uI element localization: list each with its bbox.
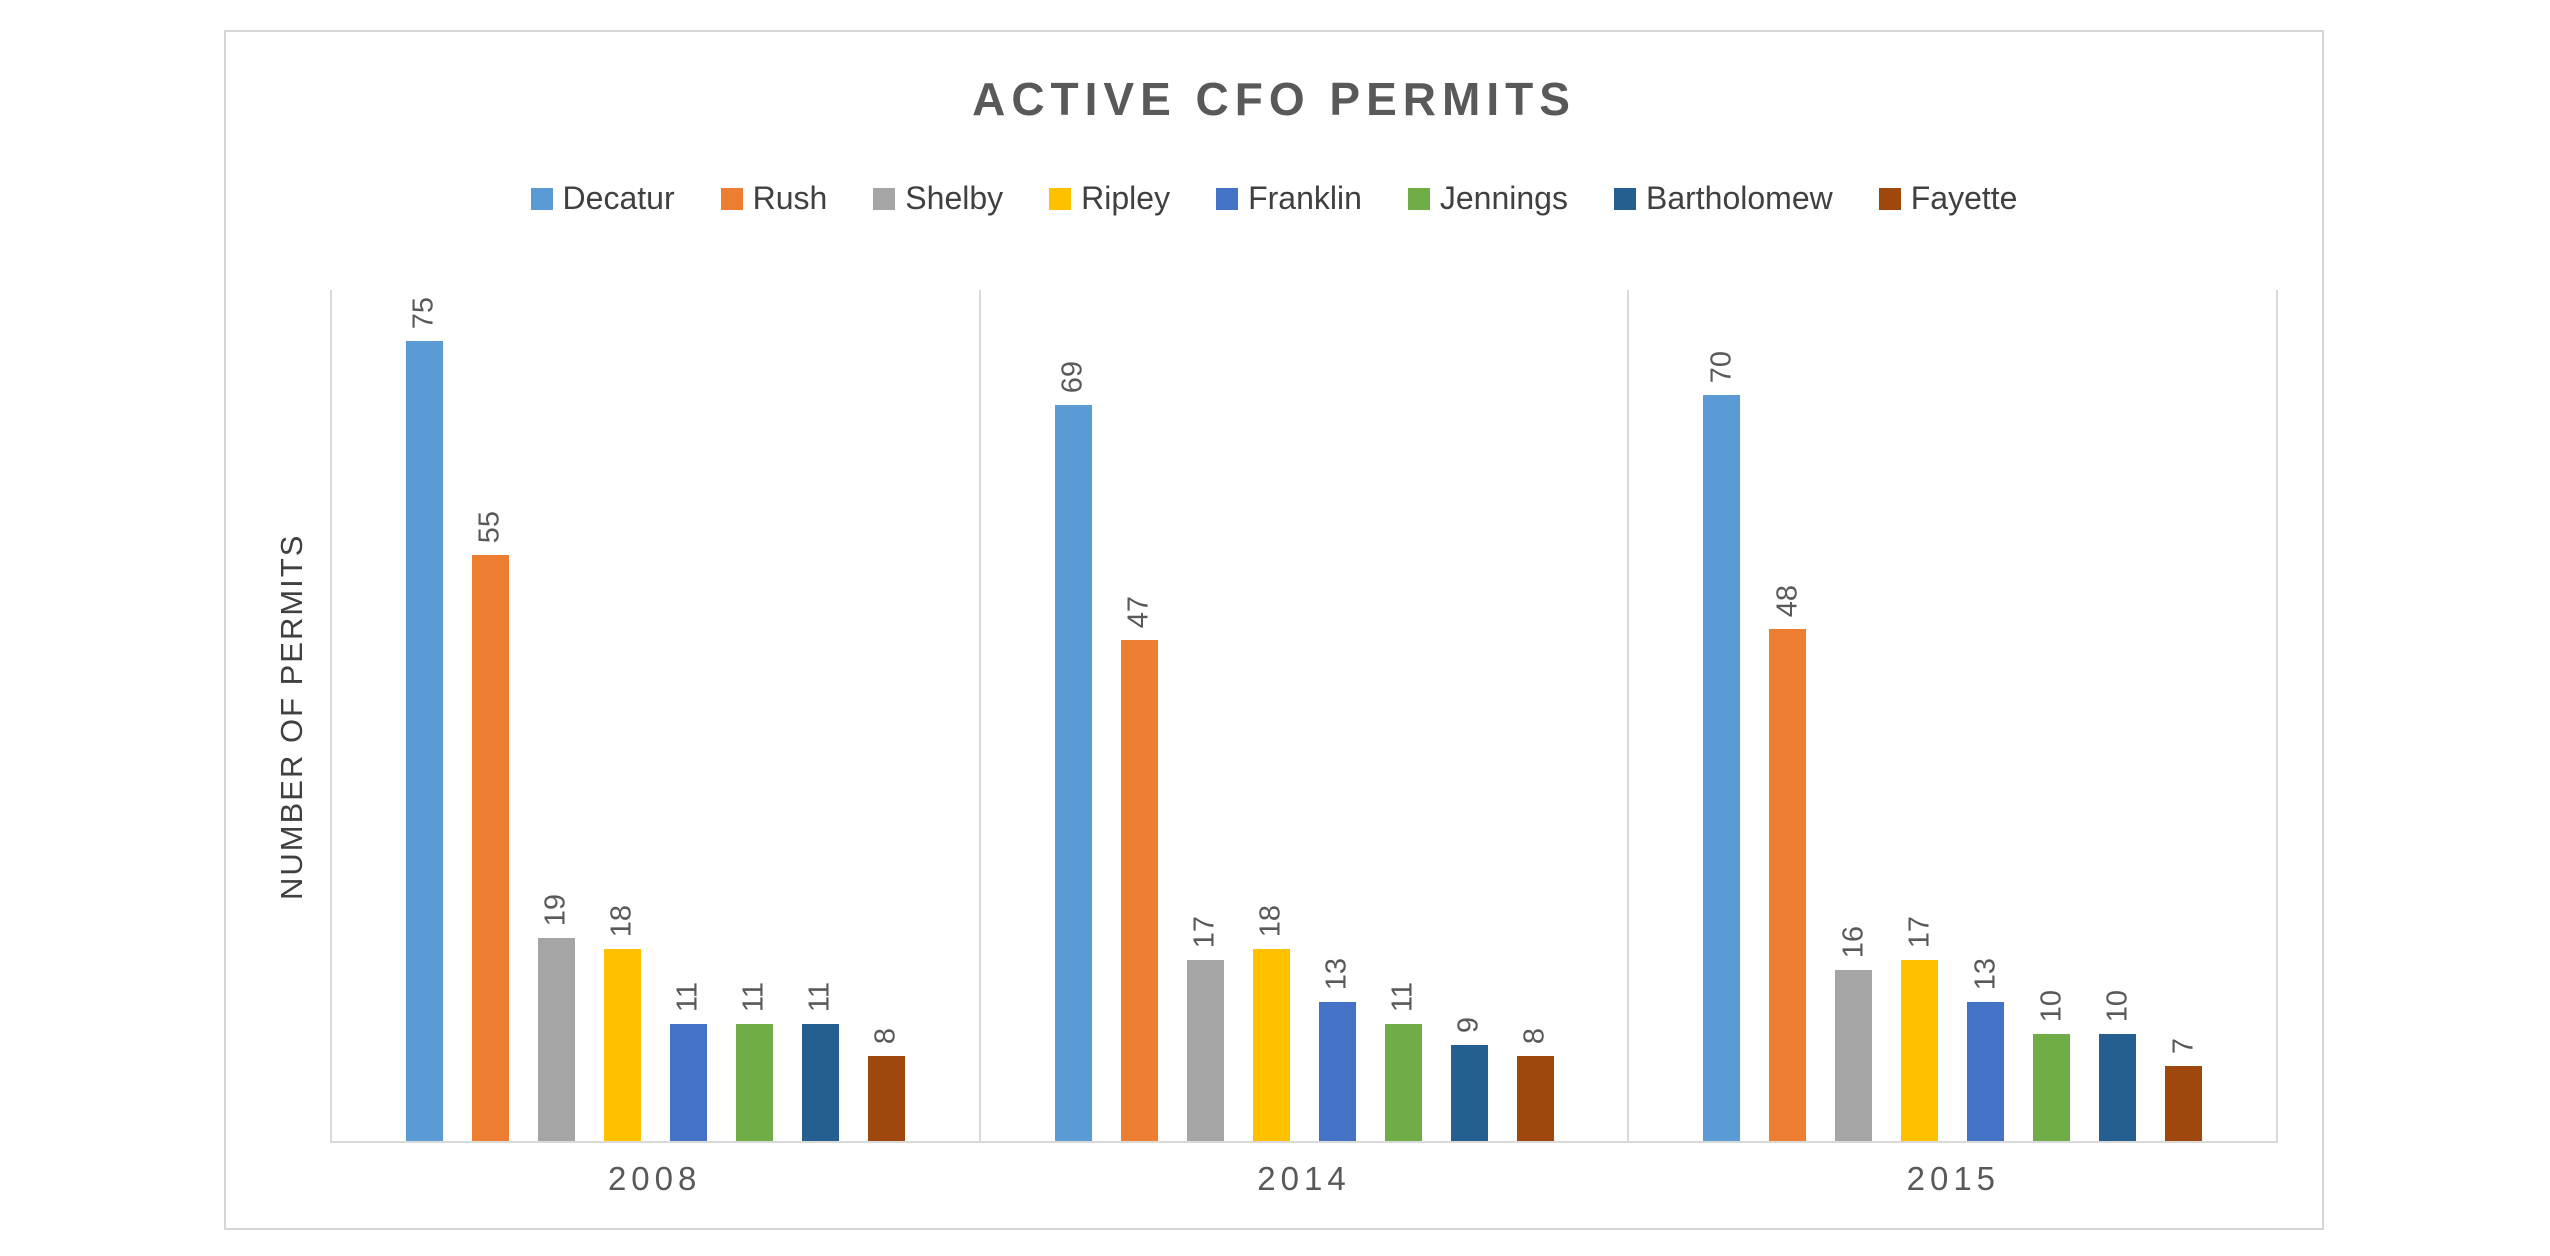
legend-swatch-icon <box>1407 187 1430 210</box>
legend-item-shelby: Shelby <box>873 180 1003 217</box>
legend-label: Decatur <box>562 180 675 216</box>
legend-item-decatur: Decatur <box>530 180 675 217</box>
y-axis-title: NUMBER OF PERMITS <box>274 533 309 900</box>
bar-jennings-2008: 11 <box>735 982 773 1141</box>
bar-ripley-2015: 17 <box>1901 916 1939 1141</box>
bar-group: 75 55 19 18 11 11 11 8 <box>332 290 979 1141</box>
bar-decatur-2008: 75 <box>405 297 443 1141</box>
bar-decatur-2014: 69 <box>1054 361 1092 1141</box>
bar-value-label: 11 <box>803 981 836 1012</box>
legend-item-franklin: Franklin <box>1216 180 1362 217</box>
bar-value-label: 17 <box>1903 915 1936 948</box>
bar-value-label: 7 <box>2167 1037 2200 1054</box>
bar-value-label: 18 <box>605 904 638 937</box>
legend-item-ripley: Ripley <box>1049 180 1170 217</box>
bar-bartholomew-2015: 10 <box>2099 990 2137 1141</box>
legend-swatch-icon <box>720 187 743 210</box>
bar-value-label: 47 <box>1122 595 1155 628</box>
bar-group: 70 48 16 17 13 10 10 7 <box>1629 290 2276 1141</box>
bar-value-label: 69 <box>1056 360 1089 393</box>
bar-shelby-2008: 19 <box>537 894 575 1141</box>
bar-bartholomew-2014: 9 <box>1450 1017 1488 1141</box>
bar-group: 69 47 17 18 13 11 9 8 <box>981 290 1628 1141</box>
category-panel-2014: 69 47 17 18 13 11 9 8 <box>981 290 1630 1141</box>
bar-value-label: 13 <box>1320 957 1353 990</box>
bar-value-label: 17 <box>1188 915 1221 948</box>
bar-value-label: 10 <box>2101 989 2134 1022</box>
bar-rush-2014: 47 <box>1120 596 1158 1141</box>
bar-bartholomew-2008: 11 <box>801 982 839 1141</box>
legend-label: Rush <box>752 180 828 216</box>
bar-franklin-2014: 13 <box>1318 958 1356 1141</box>
legend-label: Shelby <box>905 180 1004 216</box>
bar-value-label: 11 <box>671 981 704 1012</box>
legend-swatch-icon <box>1878 187 1901 210</box>
category-panel-2015: 70 48 16 17 13 10 10 7 <box>1629 290 2279 1141</box>
legend-label: Fayette <box>1910 180 2018 216</box>
bar-ripley-2008: 18 <box>603 905 641 1141</box>
bar-shelby-2014: 17 <box>1186 916 1224 1141</box>
x-axis-label-2008: 2008 <box>607 1160 702 1197</box>
legend-item-jennings: Jennings <box>1407 180 1568 217</box>
bar-value-label: 18 <box>1254 904 1287 937</box>
legend-label: Ripley <box>1081 180 1171 216</box>
legend-swatch-icon <box>1049 187 1072 210</box>
bar-franklin-2008: 11 <box>669 982 707 1141</box>
plot-area: 75 55 19 18 11 11 11 8 69 47 17 18 13 11 9 8 70 48 16 17 13 1… <box>330 290 2279 1143</box>
bar-rush-2015: 48 <box>1769 585 1807 1141</box>
bar-ripley-2014: 18 <box>1252 905 1290 1141</box>
x-axis-label-2015: 2015 <box>1906 1160 2001 1197</box>
legend-label: Bartholomew <box>1645 180 1833 216</box>
category-panel-2008: 75 55 19 18 11 11 11 8 <box>332 290 981 1141</box>
legend-swatch-icon <box>530 187 553 210</box>
legend-label: Franklin <box>1248 180 1362 216</box>
bar-value-label: 10 <box>2035 989 2068 1022</box>
bar-fayette-2008: 8 <box>867 1028 905 1141</box>
legend-item-fayette: Fayette <box>1878 180 2018 217</box>
bar-rush-2008: 55 <box>471 511 509 1141</box>
bar-jennings-2015: 10 <box>2033 990 2071 1141</box>
bar-value-label: 16 <box>1837 925 1870 958</box>
bar-value-label: 48 <box>1771 584 1804 617</box>
legend-label: Jennings <box>1439 180 1568 216</box>
x-axis-label-2014: 2014 <box>1257 1160 1351 1197</box>
legend-item-rush: Rush <box>720 180 828 217</box>
legend: Decatur Rush Shelby Ripley Franklin Jennings B… <box>226 180 2322 217</box>
bar-value-label: 55 <box>473 510 506 543</box>
bar-value-label: 75 <box>407 296 440 329</box>
bar-value-label: 11 <box>1386 981 1419 1012</box>
bar-value-label: 70 <box>1705 350 1738 383</box>
bar-decatur-2015: 70 <box>1703 351 1741 1141</box>
bar-value-label: 8 <box>869 1027 902 1044</box>
legend-swatch-icon <box>1613 187 1636 210</box>
legend-item-bartholomew: Bartholomew <box>1613 180 1833 217</box>
bar-value-label: 13 <box>1969 957 2002 990</box>
legend-swatch-icon <box>1216 187 1239 210</box>
bar-shelby-2015: 16 <box>1835 926 1873 1141</box>
bar-value-label: 8 <box>1518 1027 1551 1044</box>
bar-value-label: 19 <box>539 893 572 926</box>
x-axis-labels: 2008 2014 2015 <box>330 1160 2278 1198</box>
chart-frame: ACTIVE CFO PERMITS Decatur Rush Shelby Ripl… <box>224 30 2324 1230</box>
bar-franklin-2015: 13 <box>1967 958 2005 1141</box>
bar-value-label: 11 <box>737 981 770 1012</box>
bar-jennings-2014: 11 <box>1384 982 1422 1141</box>
bar-fayette-2014: 8 <box>1516 1028 1554 1141</box>
legend-swatch-icon <box>873 187 896 210</box>
chart-title: ACTIVE CFO PERMITS <box>972 73 1576 125</box>
bar-fayette-2015: 7 <box>2165 1038 2203 1141</box>
bar-value-label: 9 <box>1452 1016 1485 1033</box>
